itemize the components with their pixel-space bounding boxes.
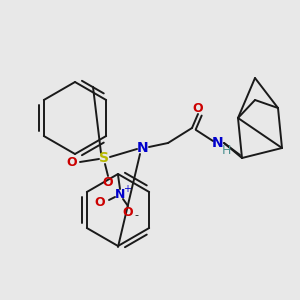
Text: O: O [193,101,203,115]
Text: N: N [115,188,125,200]
Text: S: S [99,151,109,165]
Text: O: O [123,206,133,218]
Text: -: - [134,210,138,220]
Text: N: N [212,136,224,150]
Text: O: O [95,196,105,208]
Text: N: N [137,141,149,155]
Text: H: H [221,145,231,158]
Text: +: + [123,184,131,194]
Text: O: O [67,157,77,169]
Text: O: O [103,176,113,188]
